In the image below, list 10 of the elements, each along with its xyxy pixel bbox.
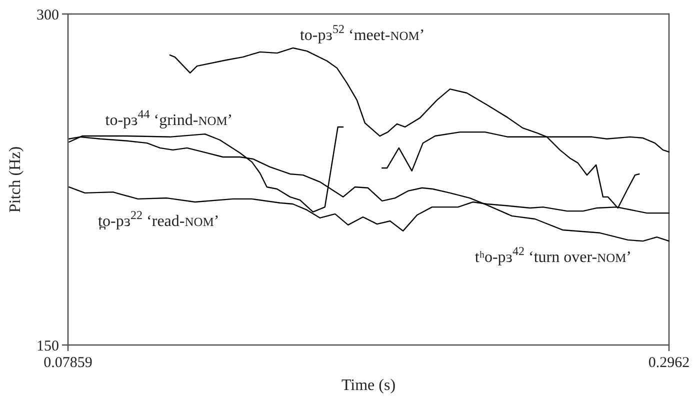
series-label: to-pɜ$^{44}$ ‘grind-NOM’ xyxy=(105,106,233,129)
x-axis-title: Time (s) xyxy=(341,377,396,394)
series-label: t̪o-pɜ$^{22}$ ‘read-NOM’ xyxy=(98,208,220,230)
series-label: to-pɜ$^{52}$ ‘meet-NOM’ xyxy=(300,22,425,44)
x-tick-label: 0.2962 xyxy=(648,355,690,371)
x-tick-label: 0.07859 xyxy=(44,355,92,371)
y-axis-title: Pitch (Hz) xyxy=(7,146,24,213)
series-label: tʰo-pɜ$^{42}$ ‘turn over-NOM’ xyxy=(474,244,632,266)
y-tick-label: 300 xyxy=(36,7,59,24)
y-tick-label: 150 xyxy=(36,338,59,354)
